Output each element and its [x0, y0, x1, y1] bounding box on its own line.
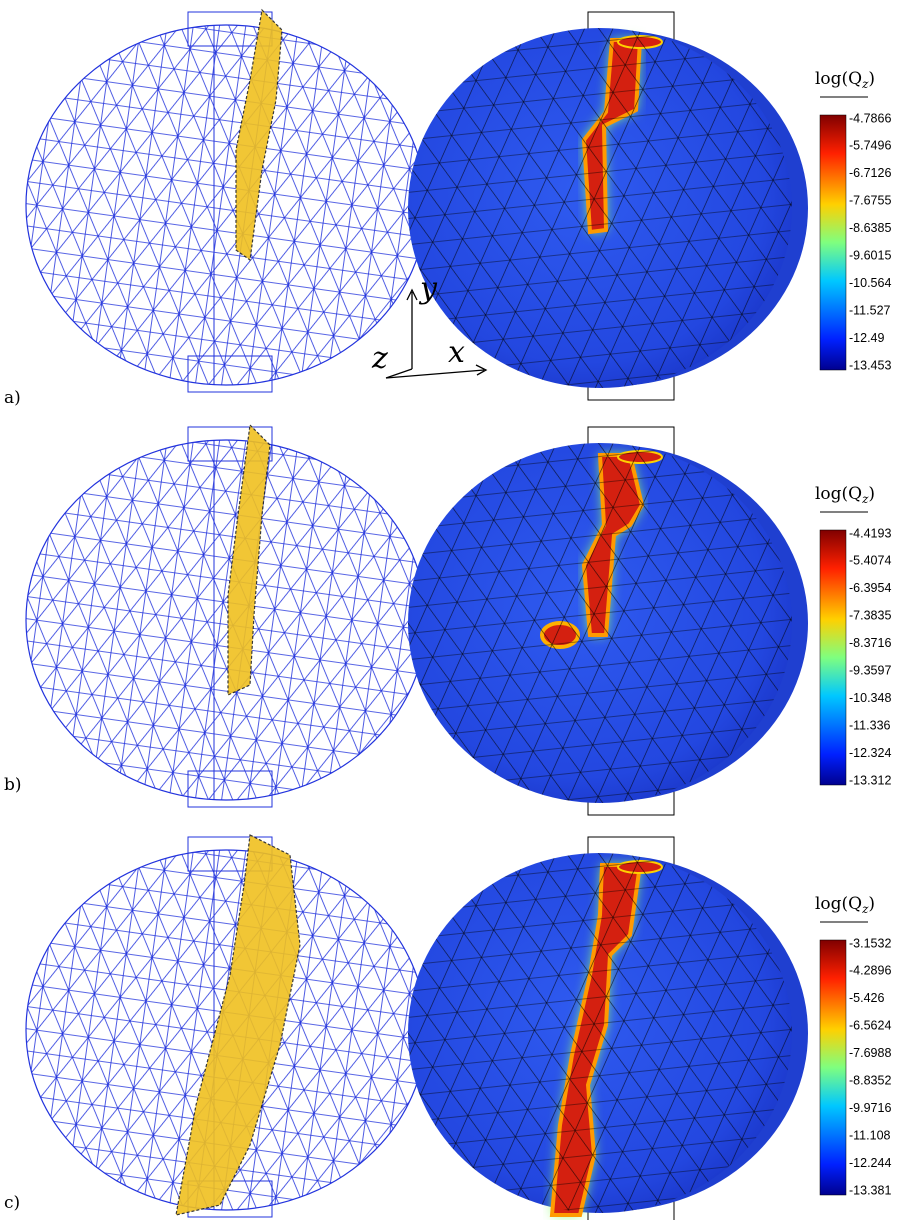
colorbar-tick-label: -12.49 — [849, 331, 884, 345]
axis-x-label: x — [448, 335, 465, 370]
colorbar-tick-label: -10.348 — [849, 691, 891, 705]
colorbar-tick-label: -9.9716 — [849, 1101, 891, 1115]
colorbar — [819, 114, 847, 371]
colorbar-tick-label: -8.3716 — [849, 636, 891, 650]
colorbar-title: log(Qz) — [815, 894, 875, 916]
sphere-mesh — [408, 443, 792, 803]
colorbar-tick-label: -4.2896 — [849, 964, 891, 978]
title-text: log(Q — [815, 894, 862, 914]
rows: log(Qz)-4.7866-5.7496-6.7126-7.6755-8.63… — [25, 8, 891, 1220]
colorbar-tick-label: -7.6755 — [849, 194, 891, 208]
crack-cloud — [175, 834, 301, 1216]
y-head — [406, 288, 418, 301]
colorbar-tick-label: -8.6385 — [849, 221, 891, 235]
axis-y-label: y — [418, 271, 438, 306]
colorbar-tick-label: -9.6015 — [849, 249, 891, 263]
colorbar-tick-label: -13.381 — [849, 1183, 891, 1197]
axes-triad: y z x — [371, 271, 488, 379]
colorbar-tick-label: -10.564 — [849, 276, 891, 290]
x-arrow — [385, 369, 485, 379]
panel: log(Qz)-4.7866-5.7496-6.7126-7.6755-8.63… — [25, 8, 891, 401]
sphere-mesh — [408, 853, 792, 1213]
wire-sphere — [25, 439, 427, 801]
title-text: log(Q — [815, 69, 862, 89]
wire-sphere — [25, 24, 427, 386]
colorbar-tick-label: -5.426 — [849, 991, 884, 1005]
colorbar-tick-label: -13.312 — [849, 773, 891, 787]
colorbar-tick-label: -5.4074 — [849, 554, 891, 568]
colorbar-tick-label: -6.3954 — [849, 581, 891, 595]
title-close: ) — [868, 894, 875, 914]
colorbar-tick-label: -13.453 — [849, 358, 891, 372]
title-text: log(Q — [815, 484, 862, 504]
title-close: ) — [868, 484, 875, 504]
colorbar-tick-label: -7.3835 — [849, 609, 891, 623]
axis-z-label: z — [371, 341, 388, 376]
colorbar-tick-label: -5.7496 — [849, 139, 891, 153]
colorbar-tick-label: -11.336 — [849, 718, 891, 732]
colorbar-tick-label: -12.324 — [849, 746, 891, 760]
z-arrow — [385, 368, 413, 379]
title-close: ) — [868, 69, 875, 89]
colorbar-tick-label: -6.5624 — [849, 1019, 891, 1033]
colorbar — [819, 939, 847, 1196]
colorbar-tick-label: -7.6988 — [849, 1046, 891, 1060]
sphere-mesh — [408, 28, 792, 388]
panel: log(Qz) -4.4193 -5.4074 -6.3954 -7.3835 -8.37… — [25, 423, 891, 816]
panel-label: a) — [4, 388, 21, 408]
colorbar-tick-label: -4.7866 — [849, 111, 891, 125]
colorbar-tick-label: -9.3597 — [849, 664, 891, 678]
colorbar-tick-label: -4.4193 — [849, 526, 891, 540]
panel-label: c) — [4, 1193, 20, 1213]
colorbar — [819, 529, 847, 786]
colorbar-tick-label: -6.7126 — [849, 166, 891, 180]
colorbar-tick-label: -11.108 — [849, 1128, 891, 1142]
x-head — [475, 364, 488, 376]
colorbar-tick-label: -8.8352 — [849, 1074, 891, 1088]
colorbar-tick-label: -12.244 — [849, 1156, 891, 1170]
panel-label: b) — [4, 775, 22, 795]
title-sub: z — [861, 77, 869, 91]
title-sub: z — [861, 492, 869, 506]
colorbar-title: log(Qz) — [815, 484, 875, 506]
colorbar-tick-label: -3.1532 — [849, 936, 891, 950]
crack-cloud — [227, 423, 271, 696]
colorbar-title: log(Qz) — [815, 69, 875, 91]
title-sub: z — [861, 902, 869, 916]
colorbar-tick-label: -11.527 — [849, 303, 891, 317]
crack-cloud — [235, 8, 283, 262]
panel: log(Qz) -3.1532 -4.2896 -5.426 -6.5624 -7.698… — [25, 834, 891, 1220]
